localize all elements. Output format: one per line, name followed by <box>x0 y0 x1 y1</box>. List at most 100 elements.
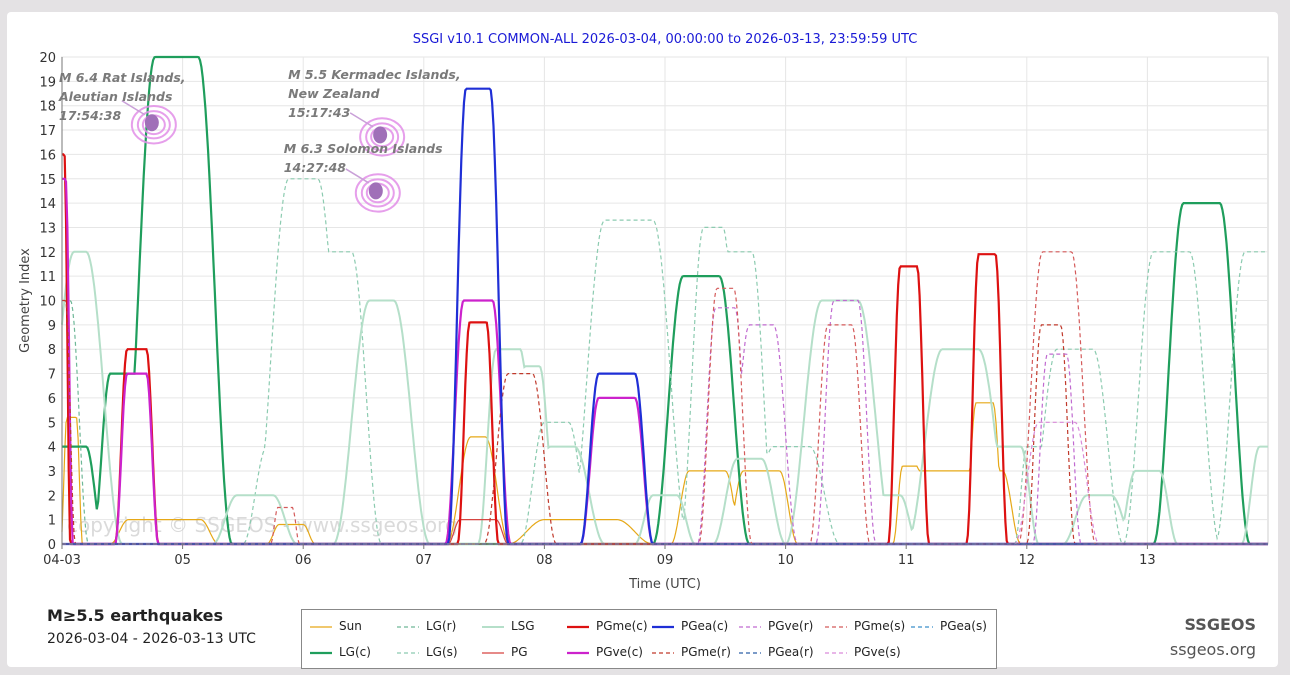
y-tick-label: 7 <box>48 368 56 383</box>
footer-left: M≥5.5 earthquakes 2026-03-04 - 2026-03-1… <box>47 606 256 647</box>
earthquake-marker: M 6.4 Rat Islands, Aleutian Islands 17:54:… <box>58 70 186 145</box>
footer-right: SSGEOS ssgeos.org <box>1170 615 1256 659</box>
annotation-layer: M 6.4 Rat Islands, Aleutian Islands 17:54:… <box>58 67 461 213</box>
y-tick-label: 0 <box>48 538 56 553</box>
x-tick-label: 13 <box>1139 553 1156 568</box>
y-axis-label: Geometry Index <box>18 248 33 353</box>
legend-swatch <box>310 625 332 628</box>
quake-ripple <box>136 110 171 140</box>
legend-label: PGme(c) <box>596 619 648 633</box>
chart-card: copyright © SSGEOS - www.ssgeos.org M 6.… <box>7 12 1278 669</box>
y-tick-label: 3 <box>48 465 56 480</box>
brand-name: SSGEOS <box>1184 615 1256 634</box>
quake-ripple <box>359 117 406 157</box>
legend-item: LG(r) <box>397 618 456 634</box>
annotation-text: M 5.5 Kermadec Islands, <box>288 67 460 82</box>
x-tick-label: 05 <box>174 553 191 568</box>
legend-item: PGve(c) <box>567 644 643 660</box>
quake-ripple <box>354 173 401 213</box>
legend-label: PGve(s) <box>854 645 901 659</box>
annotation-text: M 6.4 Rat Islands, <box>59 70 186 85</box>
legend-item: LG(s) <box>397 644 458 660</box>
legend-item: PGea(c) <box>652 618 728 634</box>
quake-ripple <box>365 122 400 152</box>
legend-label: PG <box>511 645 528 659</box>
legend-item: Sun <box>310 618 362 634</box>
y-tick-label: 4 <box>48 441 56 456</box>
legend-item: PGea(r) <box>739 644 814 660</box>
footer-date-range: 2026-03-04 - 2026-03-13 UTC <box>47 631 256 647</box>
earthquake-marker: M 5.5 Kermadec Islands, New Zealand 15:17:… <box>288 67 461 157</box>
y-tick-label: 20 <box>39 51 56 66</box>
x-tick-label: 06 <box>295 553 312 568</box>
y-tick-label: 2 <box>48 489 56 504</box>
legend-label: LSG <box>511 619 535 633</box>
y-tick-label: 15 <box>39 173 56 188</box>
y-tick-label: 17 <box>39 124 56 139</box>
watermark: copyright © SSGEOS - www.ssgeos.org <box>67 513 458 537</box>
y-tick-label: 13 <box>39 221 56 236</box>
legend-swatch <box>652 651 674 654</box>
legend-swatch <box>652 625 674 628</box>
legend-swatch <box>482 651 504 654</box>
legend-item: PGme(r) <box>652 644 731 660</box>
x-tick-label: 04-03 <box>43 553 81 568</box>
x-tick-label: 08 <box>536 553 553 568</box>
legend-label: PGme(r) <box>681 645 731 659</box>
y-tick-label: 12 <box>39 246 56 261</box>
legend-item: LSG <box>482 618 535 634</box>
legend-swatch <box>310 651 332 654</box>
annotation-text: Aleutian Islands <box>58 89 172 104</box>
legend-label: PGea(c) <box>681 619 729 633</box>
y-tick-label: 16 <box>39 148 56 163</box>
y-tick-label: 14 <box>39 197 56 212</box>
y-tick-label: 11 <box>39 270 56 285</box>
legend-label: LG(r) <box>426 619 457 633</box>
quake-ripple <box>130 105 177 145</box>
y-tick-label: 10 <box>39 295 56 310</box>
annotation-text: New Zealand <box>288 86 380 101</box>
legend-item: PGea(s) <box>911 618 987 634</box>
legend-swatch <box>397 625 419 628</box>
legend-swatch <box>825 625 847 628</box>
legend-label: LG(c) <box>339 645 371 659</box>
x-tick-label: 07 <box>416 553 433 568</box>
legend-item: PGme(s) <box>825 618 905 634</box>
legend: Sun LG(r) LSG PGme(c) PGea(c) PGve(r) PGme(s) P… <box>301 609 997 669</box>
quake-dot <box>368 182 383 200</box>
x-tick-label: 11 <box>898 553 915 568</box>
legend-swatch <box>482 625 504 628</box>
y-tick-label: 8 <box>48 343 56 358</box>
chart-title: SSGI v10.1 COMMON-ALL 2026-03-04, 00:00:… <box>413 32 918 47</box>
legend-item: PGve(s) <box>825 644 901 660</box>
earthquake-marker: M 6.3 Solomon Islands 14:27:48 <box>284 141 443 213</box>
series-line-lg-s <box>62 178 1268 545</box>
y-tick-label: 18 <box>39 100 56 115</box>
legend-label: PGea(s) <box>940 619 987 633</box>
y-tick-label: 5 <box>48 416 56 431</box>
legend-item: PG <box>482 644 528 660</box>
quake-pointer <box>345 168 370 184</box>
legend-label: PGea(r) <box>768 645 814 659</box>
legend-label: PGve(c) <box>596 645 643 659</box>
legend-item: PGme(c) <box>567 618 648 634</box>
legend-swatch <box>739 625 761 628</box>
y-tick-label: 1 <box>48 514 56 529</box>
quake-dot <box>373 126 388 144</box>
quake-pointer <box>349 112 374 128</box>
legend-label: PGve(r) <box>768 619 814 633</box>
legend-swatch <box>911 625 933 628</box>
chart-svg: copyright © SSGEOS - www.ssgeos.org M 6.… <box>18 32 1269 592</box>
x-axis-label: Time (UTC) <box>628 577 701 592</box>
legend-item: LG(c) <box>310 644 371 660</box>
legend-label: Sun <box>339 619 362 633</box>
footer-title: M≥5.5 earthquakes <box>47 606 224 625</box>
brand-site: ssgeos.org <box>1169 640 1256 659</box>
y-tick-label: 19 <box>39 75 56 90</box>
legend-label: PGme(s) <box>854 619 906 633</box>
legend-swatch <box>397 651 419 654</box>
x-tick-label: 10 <box>777 553 794 568</box>
quake-dot <box>144 114 159 132</box>
series-line-lsg <box>61 250 1268 546</box>
